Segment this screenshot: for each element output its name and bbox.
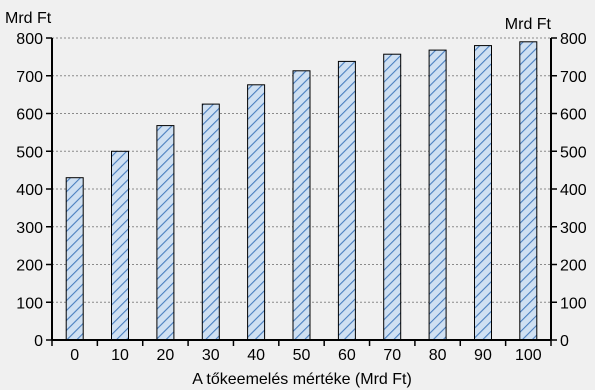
- y-tick-label-left: 800: [16, 31, 43, 48]
- x-tick-label: 20: [157, 347, 175, 364]
- y-tick-label-left: 500: [16, 144, 43, 161]
- x-tick-label: 40: [247, 347, 265, 364]
- y-tick-label-left: 200: [16, 258, 43, 275]
- y-tick-label-right: 700: [560, 69, 587, 86]
- y-tick-label-right: 300: [560, 220, 587, 237]
- y-tick-label-right: 0: [560, 333, 569, 350]
- x-axis-ticks: 0 10 20 30 40 50 60 70 80 90 100: [70, 347, 542, 364]
- y-tick-label-left: 0: [34, 333, 43, 350]
- y-tick-label-left: 700: [16, 69, 43, 86]
- x-axis-title: A tőkeemelés mértéke (Mrd Ft): [192, 371, 412, 388]
- y-tick-label-right: 500: [560, 144, 587, 161]
- bar: [247, 84, 266, 341]
- x-tick-label: 90: [474, 347, 492, 364]
- y-tick-label-right: 600: [560, 107, 587, 124]
- y-tick-label-left: 100: [16, 295, 43, 312]
- y-tick-label-right: 400: [560, 182, 587, 199]
- x-tick-label: 80: [429, 347, 447, 364]
- y-tick-label-left: 400: [16, 182, 43, 199]
- bar: [337, 60, 356, 341]
- axes: [46, 37, 557, 346]
- bar: [65, 177, 84, 341]
- y-axis-right-ticks: 0 100 200 300 400 500 600 700 800: [560, 31, 587, 350]
- bar: [156, 125, 175, 341]
- x-tick-label: 0: [70, 347, 79, 364]
- bar: [111, 150, 129, 341]
- y-tick-label-right: 800: [560, 31, 587, 48]
- bar: [519, 41, 538, 341]
- y-axis-right-unit: Mrd Ft: [505, 16, 552, 33]
- y-tick-label-left: 300: [16, 220, 43, 237]
- x-tick-label: 50: [293, 347, 311, 364]
- x-tick-label: 30: [202, 347, 220, 364]
- bars: [65, 41, 538, 341]
- bar: [201, 103, 220, 341]
- y-axis-left-unit: Mrd Ft: [5, 10, 52, 27]
- bar: [428, 49, 447, 341]
- x-tick-label: 70: [383, 347, 401, 364]
- x-tick-label: 100: [515, 347, 542, 364]
- bar: [292, 70, 311, 341]
- y-tick-label-right: 200: [560, 258, 587, 275]
- x-tick-label: 60: [338, 347, 356, 364]
- y-tick-label-right: 100: [560, 295, 587, 312]
- bar: [474, 45, 492, 341]
- y-axis-left-ticks: 0 100 200 300 400 500 600 700 800: [16, 31, 43, 350]
- x-tick-label: 10: [111, 347, 129, 364]
- bar: [383, 53, 402, 341]
- y-tick-label-left: 600: [16, 107, 43, 124]
